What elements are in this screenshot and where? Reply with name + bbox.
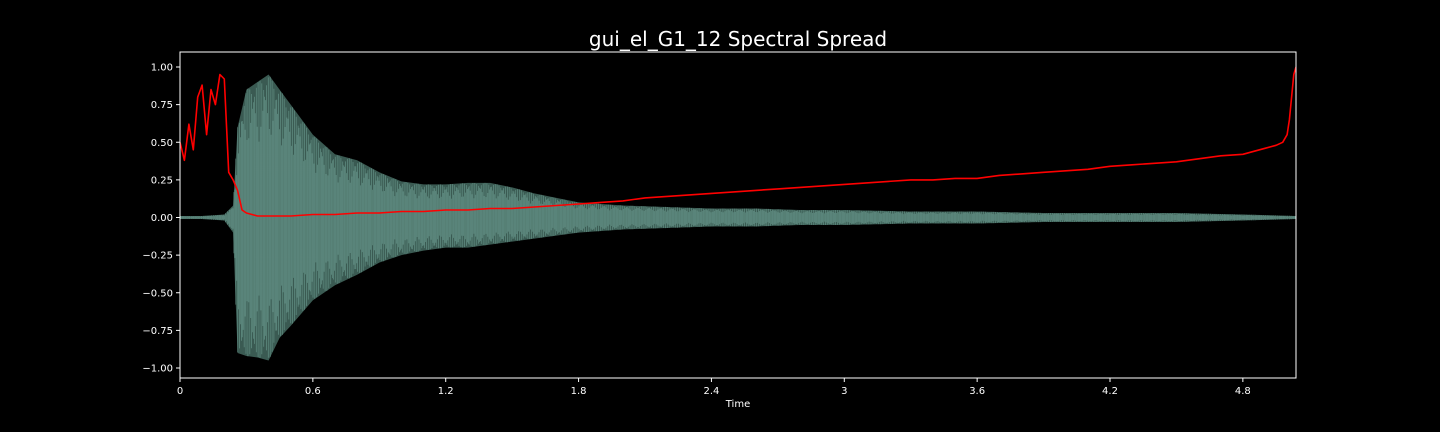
x-tick-label: 2.4 (703, 386, 719, 397)
spectral-spread-line (180, 66, 1296, 217)
waveform-oscillation (180, 76, 1296, 358)
plot-area (180, 66, 1296, 361)
y-tick-label: −0.25 (142, 251, 173, 262)
x-axis-label: Time (725, 399, 750, 410)
x-tick-label: 0 (177, 386, 183, 397)
chart-title: gui_el_G1_12 Spectral Spread (589, 27, 887, 51)
x-tick-label: 4.8 (1235, 386, 1251, 397)
y-tick-label: 1.00 (151, 63, 173, 74)
x-tick-label: 4.2 (1102, 386, 1118, 397)
y-tick-label: 0.50 (151, 138, 173, 149)
x-tick-label: 3.6 (969, 386, 985, 397)
y-tick-label: 0.75 (151, 100, 173, 111)
y-tick-label: −1.00 (142, 364, 173, 375)
y-axis: 1.00 0.75 0.50 0.25 0.00 −0.25 −0.50 −0.75 −1.00 (142, 63, 180, 375)
x-axis: 0 0.6 1.2 1.8 2.4 3 3.6 4.2 4.8 (177, 378, 1251, 397)
y-tick-label: 0.00 (151, 213, 173, 224)
x-tick-label: 1.2 (438, 386, 454, 397)
axes-frame (179, 51, 1297, 379)
y-tick-label: −0.50 (142, 288, 173, 299)
y-tick-label: 0.25 (151, 175, 173, 186)
x-tick-label: 0.6 (305, 386, 321, 397)
x-tick-label: 1.8 (571, 386, 587, 397)
y-tick-label: −0.75 (142, 326, 173, 337)
x-tick-label: 3 (841, 386, 847, 397)
